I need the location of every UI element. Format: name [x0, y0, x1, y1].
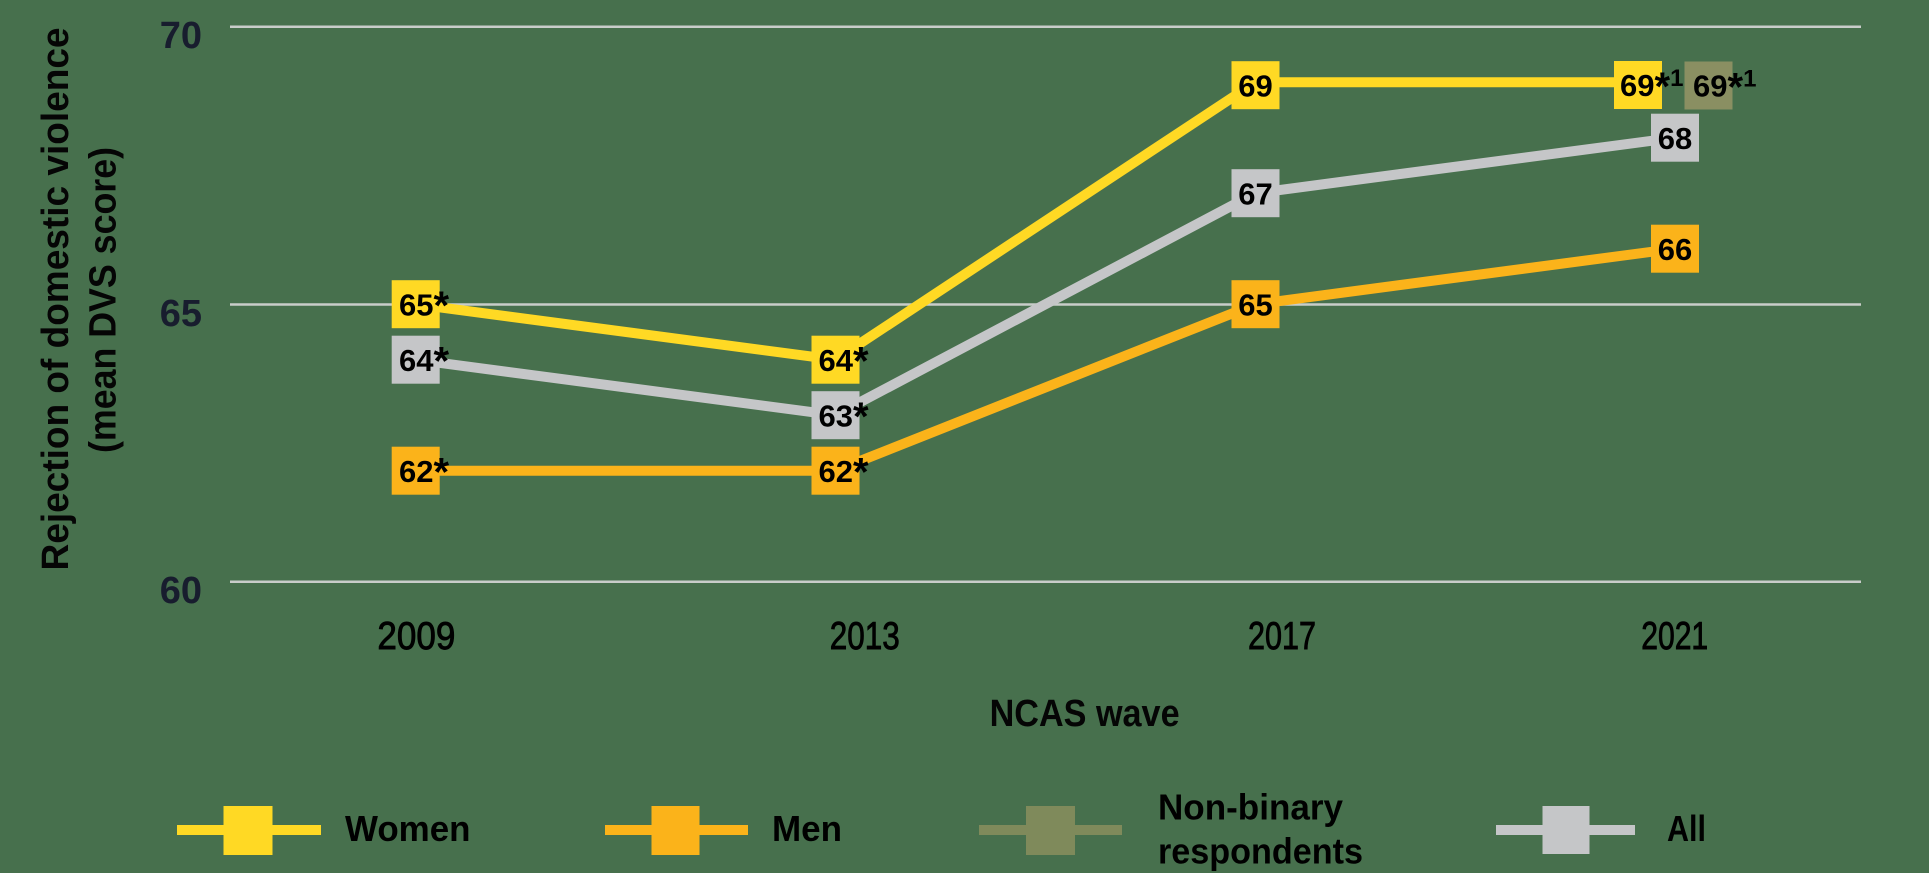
svg-text:68: 68: [1658, 121, 1692, 156]
svg-text:62*: 62*: [399, 451, 449, 495]
svg-text:All: All: [1667, 808, 1706, 849]
svg-text:69: 69: [1238, 68, 1272, 103]
svg-text:62*: 62*: [819, 451, 869, 495]
svg-text:Women: Women: [345, 808, 471, 849]
svg-text:66: 66: [1658, 232, 1692, 267]
svg-text:65: 65: [160, 293, 202, 335]
svg-text:NCAS wave: NCAS wave: [990, 693, 1180, 735]
svg-text:(mean DVS score): (mean DVS score): [83, 147, 125, 453]
svg-text:67: 67: [1238, 176, 1272, 211]
svg-text:65: 65: [1238, 287, 1272, 322]
svg-text:2013: 2013: [830, 615, 900, 658]
svg-text:64*: 64*: [819, 340, 869, 384]
svg-text:respondents: respondents: [1158, 830, 1363, 871]
svg-text:2021: 2021: [1641, 615, 1708, 658]
svg-text:Men: Men: [772, 808, 842, 849]
svg-text:65*: 65*: [399, 284, 449, 328]
svg-text:Non-binary: Non-binary: [1158, 787, 1343, 828]
svg-text:64*: 64*: [399, 340, 449, 384]
svg-text:69*1: 69*1: [1620, 65, 1683, 109]
svg-text:60: 60: [160, 570, 202, 612]
svg-text:69*1: 69*1: [1693, 65, 1756, 109]
svg-text:2017: 2017: [1248, 615, 1316, 658]
svg-text:63*: 63*: [819, 395, 869, 439]
svg-text:Rejection of domestic violence: Rejection of domestic violence: [35, 28, 77, 571]
svg-text:2009: 2009: [377, 615, 455, 658]
svg-text:70: 70: [160, 15, 202, 57]
